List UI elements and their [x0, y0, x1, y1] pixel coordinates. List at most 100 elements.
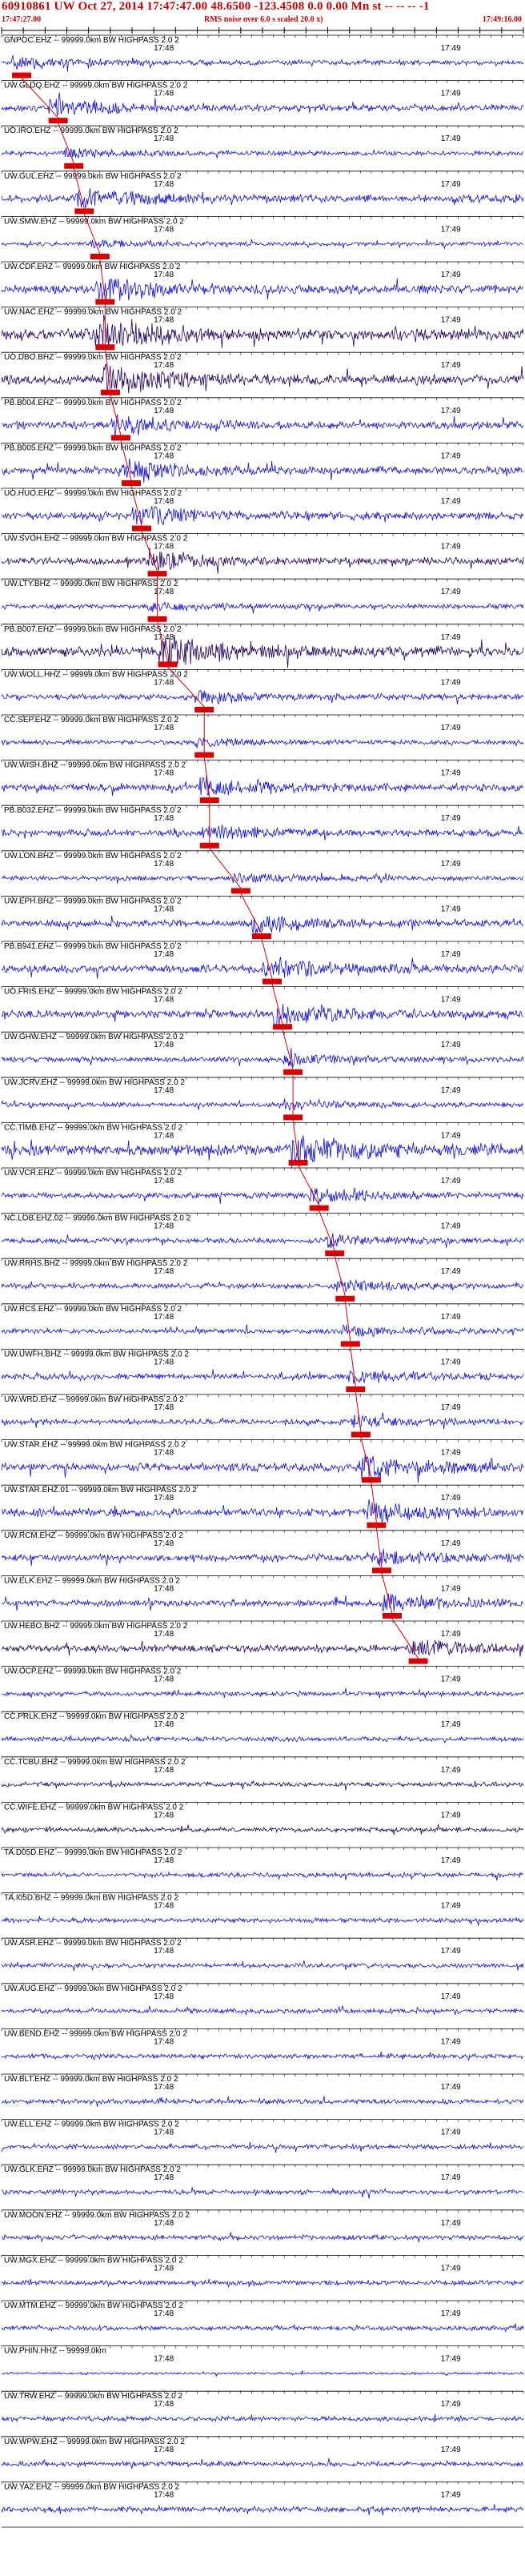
- station-label: UW.WISH.BHZ -- 99999.0km BW HIGHPASS 2.0…: [4, 761, 186, 770]
- trace-panel: NC.LOB.EHZ.02 -- 99999.0km BW HIGHPASS 2…: [1, 1210, 524, 1257]
- time-label: 17:48: [154, 44, 174, 53]
- station-label: UW.LTY.BHZ -- 99999.0km BW HIGHPASS 2.0 …: [4, 580, 178, 588]
- pick-marker: [346, 1386, 366, 1392]
- trace-panel: CC.SEP.EHZ -- 99999.0km BW HIGHPASS 2.0 …: [1, 712, 524, 758]
- time-label: 17:49: [441, 1856, 461, 1865]
- time-label: 17:49: [441, 1539, 461, 1548]
- time-label: 17:48: [154, 678, 174, 687]
- station-label: NC.LOB.EHZ.02 -- 99999.0km BW HIGHPASS 2…: [4, 1214, 191, 1223]
- trace-panel: UW.STAR.EHZ -- 99999.0km BW HIGHPASS 2.0…: [1, 1437, 524, 1483]
- time-label: 17:49: [441, 361, 461, 370]
- time-label: 17:48: [154, 1086, 174, 1095]
- waveform-trace: [1, 92, 524, 116]
- trace-panel: UW.MGX.EHZ -- 99999.0km BW HIGHPASS 2.0 …: [1, 2254, 524, 2288]
- moveout-line: [240, 893, 262, 934]
- trace-panel: UW.UWFH.BHZ -- 99999.0km BW HIGHPASS 2.0…: [1, 1346, 524, 1392]
- waveform-trace: [1, 1548, 524, 1567]
- pick-marker: [147, 616, 167, 622]
- trace-panel: UW.BEND.EHZ -- 99999.0km BW HIGHPASS 2.0…: [1, 2028, 524, 2061]
- time-label: 17:49: [441, 1947, 461, 1956]
- time-label: 17:48: [154, 1222, 174, 1231]
- trace-panel: UW.LON.BHZ -- 99999.0km BW HIGHPASS 2.0 …: [1, 848, 524, 894]
- pick-marker: [121, 480, 141, 486]
- time-label: 17:48: [154, 225, 174, 234]
- trace-panel: UW.AUG.EHZ -- 99999.0km BW HIGHPASS 2.0 …: [1, 1983, 524, 2016]
- time-label: 17:48: [154, 1449, 174, 1458]
- pick-marker: [340, 1341, 360, 1347]
- time-label: 17:49: [441, 1992, 461, 2001]
- station-label: UW.GUL.EHZ -- 99999.0km BW HIGHPASS 2.0 …: [4, 172, 182, 181]
- waveform-trace: [1, 1047, 524, 1067]
- waveform-trace: [1, 2052, 524, 2061]
- time-label: 17:48: [154, 1902, 174, 1911]
- pick-marker: [158, 661, 178, 668]
- trace-panel: CC.TIMB.EHZ -- 99999.0km BW HIGHPASS 2.0…: [1, 1120, 524, 1169]
- event-title: 60910861 UW Oct 27, 2014 17:47:47.00 48.…: [2, 0, 430, 13]
- time-label: 17:48: [154, 950, 174, 959]
- time-label: 17:49: [441, 407, 461, 415]
- pick-marker: [95, 299, 115, 305]
- pick-marker: [194, 707, 214, 712]
- moveout-line: [157, 621, 169, 662]
- trace-panel: UO.IRO.EHZ -- 99999.0km BW HIGHPASS 2.0 …: [1, 123, 524, 169]
- waveform-trace: [1, 505, 524, 526]
- time-label: 17:48: [154, 407, 174, 415]
- time-label: 17:48: [154, 2355, 174, 2364]
- pick-marker: [288, 1160, 308, 1166]
- time-label: 17:49: [441, 1811, 461, 1820]
- time-label: 17:49: [441, 814, 461, 823]
- station-label: UW.ELK.EHZ -- 99999.0km BW HIGHPASS 2.0 …: [4, 1576, 180, 1585]
- station-label: UW.MGX.EHZ -- 99999.0km BW HIGHPASS 2.0 …: [4, 2256, 183, 2265]
- trace-panel: PB.B941.EHZ -- 99999.0km BW HIGHPASS 2.0…: [1, 938, 524, 985]
- time-label: 17:48: [154, 2446, 174, 2454]
- time-label: 17:49: [441, 1177, 461, 1186]
- pick-marker: [132, 525, 151, 532]
- station-label: UO.FRIS.EHZ -- 99999.0km BW HIGHPASS 2.0…: [4, 988, 182, 997]
- station-label: UW.AUG.EHZ -- 99999.0km BW HIGHPASS 2.0 …: [4, 1984, 182, 1993]
- trace-panel: UW.TRW.EHZ -- 99999.0km BW HIGHPASS 2.0 …: [1, 2390, 524, 2423]
- moveout-line: [73, 168, 85, 209]
- station-label: UW.STAR.EHZ -- 99999.0km BW HIGHPASS 2.0…: [4, 1441, 186, 1450]
- waveform-trace: [1, 915, 524, 934]
- pick-marker: [100, 389, 120, 395]
- moveout-line: [141, 531, 158, 572]
- pick-marker: [194, 752, 214, 758]
- trace-panel: UW.NAC.EHZ -- 99999.0km BW HIGHPASS 2.0 …: [1, 304, 524, 351]
- time-label: 17:48: [154, 316, 174, 325]
- waveform-trace: [1, 1412, 524, 1430]
- time-label: 17:49: [441, 633, 461, 642]
- time-label: 17:48: [154, 2219, 174, 2228]
- time-label: 17:49: [441, 180, 461, 189]
- waveform-trace: [1, 872, 524, 884]
- waveform-trace: [1, 146, 524, 158]
- waveform-trace: [1, 1871, 524, 1881]
- time-label: 17:48: [154, 1403, 174, 1412]
- time-label: 17:48: [154, 2173, 174, 2182]
- waveform-trace: [1, 548, 524, 574]
- station-label: UO.HUO.EHZ -- 99999.0km BW HIGHPASS 2.0 …: [4, 489, 182, 498]
- waveform-trace: [1, 1687, 524, 1699]
- station-label: UW.GHW.EHZ -- 99999.0km BW HIGHPASS 2.0 …: [4, 1033, 184, 1041]
- time-label: 17:49: [441, 724, 461, 732]
- traces-group: GNPOC.EHZ -- 99999.0km BW HIGHPASS 2.0 2…: [1, 27, 524, 2528]
- trace-panel: UW.RCM.EHZ -- 99999.0km BW HIGHPASS 2.0 …: [1, 1527, 524, 1574]
- time-label: 17:48: [154, 1630, 174, 1639]
- time-label: 17:48: [154, 2490, 174, 2499]
- pick-marker: [199, 797, 219, 804]
- time-label: 17:49: [441, 2129, 461, 2137]
- station-label: CC.PRLK.EHZ -- 99999.0km BW HIGHPASS 2.0…: [4, 1712, 185, 1721]
- time-label: 17:49: [441, 588, 461, 596]
- time-label: 17:49: [441, 2219, 461, 2228]
- trace-panel: CC.PRLK.EHZ -- 99999.0km BW HIGHPASS 2.0…: [1, 1711, 524, 1743]
- waveform-trace: [1, 600, 524, 614]
- waveform-trace: [1, 634, 524, 668]
- pick-marker: [351, 1431, 371, 1438]
- time-label: 17:49: [441, 1902, 461, 1911]
- waveform-trace: [1, 774, 524, 796]
- time-label: 17:49: [441, 1403, 461, 1412]
- time-label: 17:49: [441, 1449, 461, 1458]
- waveform-trace: [1, 2458, 524, 2470]
- station-label: UW.YA2.EHZ -- 99999.0km BW HIGHPASS 2.0 …: [4, 2482, 180, 2491]
- time-label: 17:49: [441, 2309, 461, 2318]
